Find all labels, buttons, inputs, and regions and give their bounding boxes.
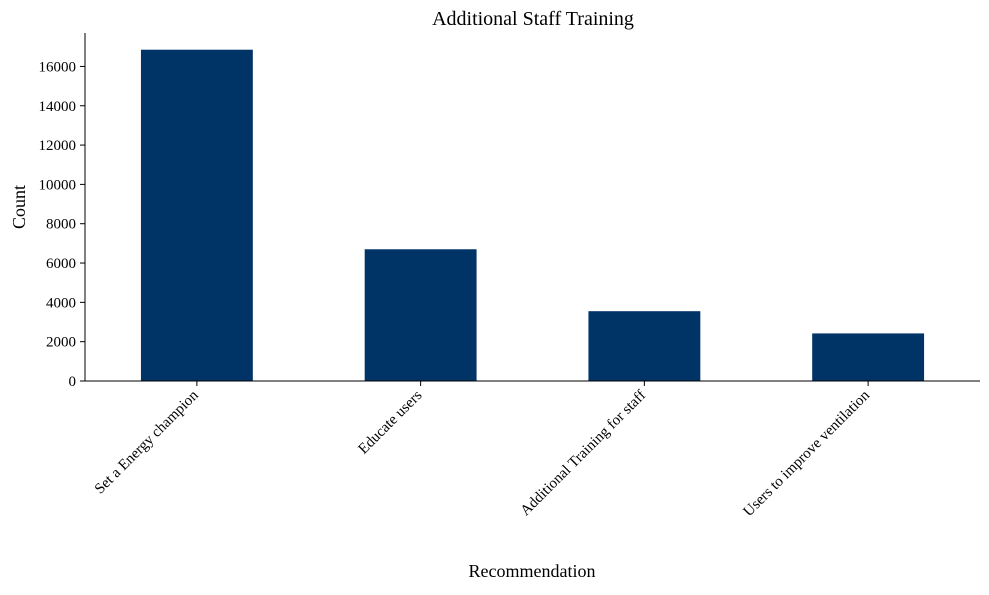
y-tick-label: 8000 [46,217,76,233]
y-tick-label: 4000 [46,295,76,311]
bar-3 [812,333,925,381]
y-tick-label: 10000 [39,177,77,193]
x-tick-label: Educate users [356,387,426,457]
y-tick-label: 0 [69,374,77,390]
x-tick-label: Set a Energy champion [92,387,202,497]
x-tick-label: Users to improve ventilation [741,387,874,520]
bars-layer [140,49,925,382]
bar-1 [364,249,477,381]
y-axis-label: Count [9,185,29,229]
y-axis-ticks: 0 2000 4000 6000 8000 10000 12000 14000 16000 [39,59,85,390]
y-tick-label: 16000 [39,59,77,75]
y-tick-label: 12000 [39,138,77,154]
y-tick-label: 14000 [39,99,77,115]
x-axis-label: Recommendation [469,561,596,581]
bar-2 [588,311,701,381]
x-tick-label: Additional Training for staff [518,388,650,520]
chart-title: Additional Staff Training [432,8,634,30]
y-tick-label: 2000 [46,335,76,351]
y-tick-label: 6000 [46,256,76,272]
x-axis-ticks: Set a Energy champion Educate users Additi… [92,381,873,520]
bar-0 [140,49,253,382]
